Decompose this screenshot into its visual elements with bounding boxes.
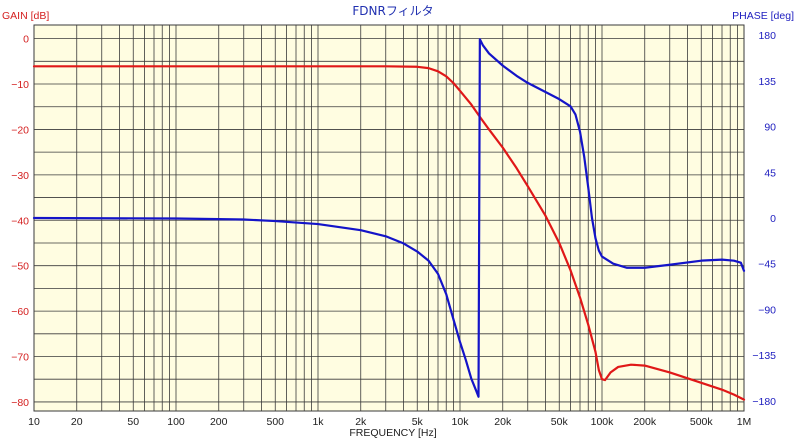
right-y-tick-label: −180	[752, 396, 776, 408]
right-axis-title: PHASE [deg]	[732, 10, 794, 22]
right-y-tick-label: −90	[758, 304, 776, 316]
x-tick-label: 20	[71, 416, 83, 428]
right-y-tick-label: 90	[764, 122, 776, 134]
right-y-tick-label: 180	[758, 30, 776, 42]
left-y-tick-label: −40	[11, 215, 29, 227]
x-tick-label: 2k	[355, 416, 367, 428]
right-y-tick-label: 45	[764, 167, 776, 179]
x-tick-label: 20k	[494, 416, 512, 428]
x-tick-label: 200k	[633, 416, 657, 428]
chart-title: FDNRフィルタ	[352, 4, 433, 18]
left-y-tick-label: −80	[11, 397, 29, 409]
grid-lines	[34, 25, 744, 411]
right-y-tick-label: −135	[752, 350, 776, 362]
x-tick-label: 50k	[551, 416, 569, 428]
series-lines	[32, 38, 746, 401]
left-y-tick-label: −50	[11, 261, 29, 273]
x-tick-label: 500k	[690, 416, 714, 428]
phase-curve	[32, 38, 746, 398]
left-y-tick-label: −10	[11, 79, 29, 91]
right-y-tick-label: −45	[758, 259, 776, 271]
x-tick-label: 50	[127, 416, 139, 428]
x-tick-label: 10k	[452, 416, 470, 428]
gain-curve	[32, 65, 746, 401]
axis-labels: 10 20 50 100 200 500 1k 2k 5k 10k 20k 50k 100k 200k 50…	[11, 30, 776, 428]
right-y-tick-label: 135	[758, 76, 776, 88]
left-y-tick-label: −20	[11, 124, 29, 136]
x-tick-label: 500	[266, 416, 284, 428]
left-y-tick-label: −60	[11, 306, 29, 318]
right-y-tick-label: 0	[770, 213, 776, 225]
left-y-tick-label: 0	[23, 34, 29, 46]
x-tick-label: 5k	[412, 416, 424, 428]
left-axis-title: GAIN [dB]	[2, 10, 49, 22]
left-y-tick-label: −30	[11, 170, 29, 182]
x-tick-label: 1k	[312, 416, 324, 428]
x-tick-label: 100	[167, 416, 185, 428]
x-tick-label: 1M	[737, 416, 752, 428]
x-tick-label: 100k	[591, 416, 615, 428]
x-tick-label: 200	[210, 416, 228, 428]
x-axis-title: FREQUENCY [Hz]	[349, 427, 436, 439]
left-y-tick-label: −70	[11, 352, 29, 364]
x-tick-label: 10	[28, 416, 40, 428]
